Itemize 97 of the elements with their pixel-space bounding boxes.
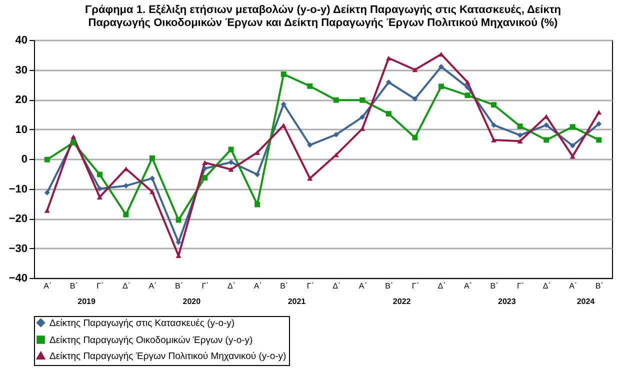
y-tick-label: −30 [8,242,28,255]
point [70,134,76,140]
x-tick-label: Β΄ [280,282,288,290]
point [96,172,102,178]
point [464,80,470,85]
x-tick-label: Α΄ [358,282,367,290]
point [202,175,208,180]
point [307,176,313,181]
point [280,71,286,77]
text: 2019 [78,297,96,306]
y-tick-label: 0 [21,154,28,166]
x-tick-label: Δ΄ [122,282,130,290]
point [360,114,366,120]
point [280,102,286,107]
x-tick-label: Α΄ [148,282,157,290]
text: 2021 [288,297,306,306]
x-tick-label: Β΄ [490,282,498,290]
y-tick-label: −40 [8,272,28,284]
x-tick-label: Β΄ [385,282,394,290]
y-tick-label: 30 [15,64,28,76]
y-tick-label: −20 [8,213,28,225]
text: 2024 [576,297,596,306]
point [491,102,497,108]
x-tick-label: Γ΄ [412,282,419,290]
y-tick-label: −10 [8,183,28,196]
x-tick-label: Δ΄ [542,282,551,290]
text: 2023 [498,297,516,306]
point [464,92,470,98]
point [386,56,392,61]
y-tick-label: 20 [15,94,28,106]
point [570,142,576,148]
chart-title: Γράφημα 1. Εξέλιξη ετήσιων μεταβολών (y-o-y) Δείκτη Παραγωγής στις Κατασκευές, Δείκτη Παραγωγής Οικοδομικών Έργων και Δείκτη Παραγωγής Έργων Πολιτικού Μηχανικού (%) [85,4,562,29]
point [464,84,470,90]
x-tick-label: Γ΄ [96,282,104,290]
y-tick-label: 40 [15,34,28,46]
x-tick-label: Δ΄ [228,282,236,290]
x-tick-label: Α΄ [254,282,262,290]
point [438,84,444,90]
x-tick-label: Β΄ [175,282,183,290]
point [202,160,208,165]
point [438,64,444,70]
point [254,150,260,155]
point [517,132,523,138]
x-tick-label: Δ΄ [332,282,341,290]
point [123,212,129,218]
text: 2020 [182,297,202,306]
x-tick-label: Γ΄ [517,282,524,290]
point [491,138,497,142]
point [149,155,155,161]
legend-label: Δείκτης Παραγωγής Οικοδομικών Έργων (y-o-y) [50,334,253,346]
point [254,172,260,178]
point [44,208,50,213]
x-tick-label: Γ΄ [306,282,314,290]
point [307,83,313,89]
x-tick-label: Γ΄ [202,282,209,290]
text: 2022 [392,297,412,306]
point [96,186,102,192]
point [596,121,602,127]
point [570,154,576,159]
point [412,67,418,72]
point [386,111,392,117]
x-tick-label: Β΄ [595,282,604,290]
legend-label: Δείκτης Παραγωγής στις Κατασκευές (y-o-y) [50,318,235,329]
point [149,176,155,182]
y-tick-label: 10 [15,124,28,136]
point [412,96,418,102]
legend-label: Δείκτης Παραγωγής Έργων Πολιτικού Μηχανικού (y-o-y) [50,350,286,362]
point [333,132,339,138]
point [307,142,313,148]
point [44,156,50,162]
point [517,124,523,130]
point [596,137,602,143]
point [228,167,234,172]
point [544,122,550,128]
point [491,122,497,128]
point [386,80,392,85]
point [202,166,208,172]
x-tick-label: Δ΄ [438,282,446,290]
point [176,217,182,223]
point [149,189,155,194]
x-tick-label: Β΄ [70,282,78,290]
point [517,138,523,144]
point [360,97,366,103]
point [254,202,260,208]
point [333,97,339,103]
point [96,194,102,200]
point [228,146,234,152]
point [412,134,418,140]
point [570,124,576,130]
x-tick-label: Α΄ [464,282,472,290]
point [44,190,50,196]
x-tick-label: Α΄ [44,282,52,290]
point [544,137,550,143]
x-tick-label: Α΄ [569,282,578,290]
point [438,52,444,57]
point [228,160,234,166]
point [596,110,602,115]
